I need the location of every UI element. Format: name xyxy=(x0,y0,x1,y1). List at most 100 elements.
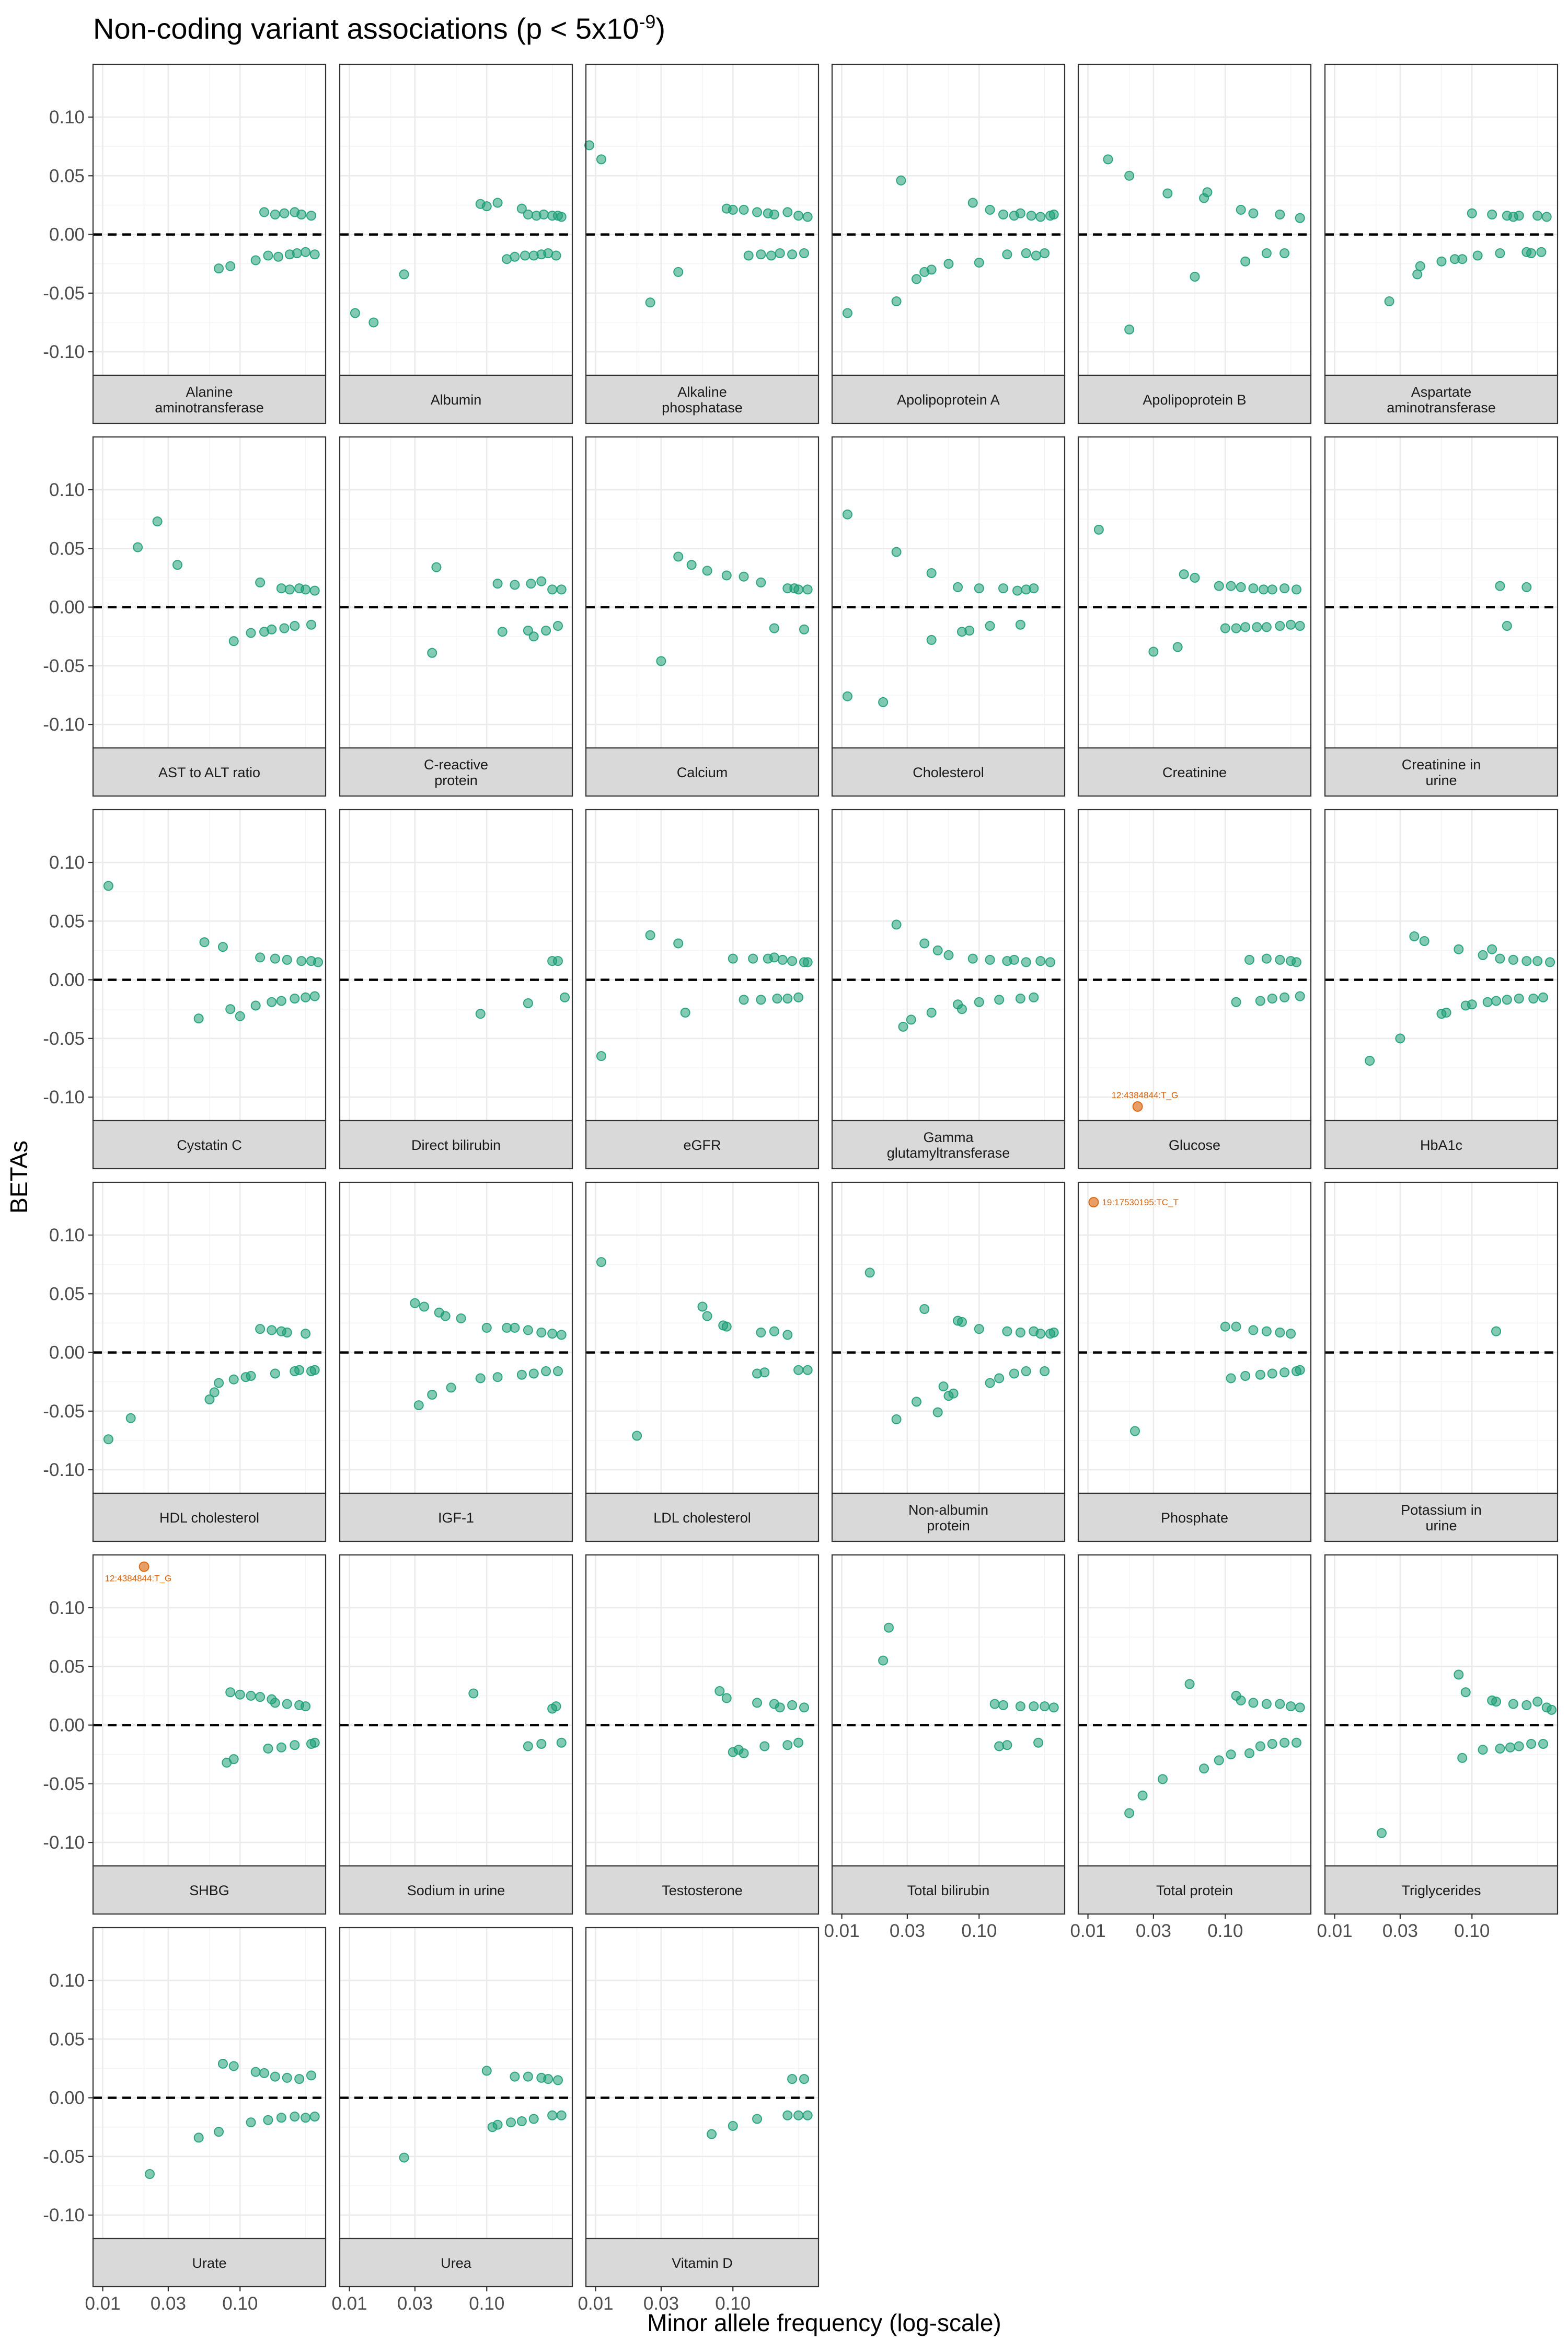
data-point xyxy=(1521,582,1532,592)
data-point xyxy=(1220,623,1230,633)
data-point xyxy=(255,577,266,587)
y-tick-label: 0.00 xyxy=(49,1343,85,1363)
data-point xyxy=(228,1754,239,1765)
data-point xyxy=(1487,209,1497,220)
facet-strip xyxy=(831,747,1066,797)
facet-panel-vitamin-d: Vitamin D 0.01 0.03 0.10 xyxy=(578,1927,820,2314)
facet-panel-ast-to-alt-ratio: AST to ALT ratio 0.10 0.05 0.00 -0.05 -0.10 xyxy=(43,436,327,797)
data-point xyxy=(1248,208,1259,218)
data-point xyxy=(1009,954,1019,965)
data-point xyxy=(1514,993,1524,1004)
facet-strip-label: Testosterone xyxy=(662,1883,743,1898)
data-point xyxy=(1199,1763,1209,1774)
data-point xyxy=(1015,208,1025,218)
data-point xyxy=(255,952,266,963)
y-tick-label: -0.05 xyxy=(43,1401,85,1422)
facet-strip-label-line: Alanine xyxy=(186,384,233,400)
data-point xyxy=(528,1368,539,1379)
facet-strip-label-line: IGF-1 xyxy=(438,1510,474,1526)
data-point xyxy=(1261,1699,1272,1709)
data-point xyxy=(1261,1326,1272,1336)
data-point xyxy=(926,568,937,578)
data-point xyxy=(1457,254,1468,264)
data-point xyxy=(1021,957,1031,967)
facet-panel-aspartate-aminotransferase: Aspartate aminotransferase xyxy=(1324,63,1559,424)
facet-panel-creatinine: Creatinine xyxy=(1077,436,1312,797)
facet-strip xyxy=(585,1120,820,1170)
data-point xyxy=(1124,1808,1135,1818)
data-point xyxy=(246,2117,256,2128)
data-point xyxy=(1130,1426,1140,1436)
facet-strip-label: IGF-1 xyxy=(438,1510,474,1526)
y-tick-label: 0.05 xyxy=(49,2029,85,2049)
data-point xyxy=(145,2169,155,2180)
data-point xyxy=(523,998,533,1008)
facet-strip-label: AST to ALT ratio xyxy=(158,765,260,780)
data-point xyxy=(1220,1321,1230,1332)
data-point xyxy=(516,1369,527,1380)
facet-strip xyxy=(92,1120,327,1170)
facet-strip-label-line: Aspartate xyxy=(1411,384,1472,400)
data-point xyxy=(1002,249,1012,260)
y-tick-label: -0.05 xyxy=(43,1774,85,1794)
data-point xyxy=(528,2114,539,2124)
data-point xyxy=(584,140,595,151)
x-axis-title: Minor allele frequency (log-scale) xyxy=(647,2309,1001,2336)
x-tick-label: 0.10 xyxy=(1207,1921,1243,1941)
data-point xyxy=(263,250,273,261)
data-point xyxy=(756,577,766,587)
data-point xyxy=(284,584,295,595)
facet-strip xyxy=(831,1492,1066,1542)
facet-panel-potassium-in-urine: Potassium in urine xyxy=(1324,1181,1559,1542)
data-point xyxy=(1502,620,1512,631)
data-point xyxy=(926,635,937,645)
data-point xyxy=(932,1407,943,1417)
data-point xyxy=(702,1311,712,1321)
x-tick-label: 0.10 xyxy=(222,2293,258,2314)
data-point xyxy=(721,1693,732,1703)
data-point xyxy=(697,1301,708,1312)
data-point xyxy=(492,198,503,208)
facet-panel-gamma-glutamyltransferase: Gamma glutamyltransferase xyxy=(831,809,1066,1170)
data-point xyxy=(985,1378,995,1388)
data-point xyxy=(1048,209,1059,220)
x-tick-label: 0.01 xyxy=(824,1921,859,1941)
facet-strip xyxy=(831,374,1066,424)
data-point xyxy=(673,938,684,949)
data-point xyxy=(296,209,307,220)
data-point xyxy=(1472,250,1483,261)
y-tick-label: -0.10 xyxy=(43,1460,85,1480)
data-point xyxy=(967,198,978,208)
facet-strip-label-line: Cystatin C xyxy=(177,1137,242,1153)
data-point xyxy=(1384,296,1394,307)
data-point xyxy=(301,247,311,257)
facet-strip-label-line: LDL cholesterol xyxy=(653,1510,751,1526)
data-point xyxy=(368,317,379,328)
facet-strip-label: Cystatin C xyxy=(177,1137,242,1153)
data-point xyxy=(1482,997,1493,1007)
data-point xyxy=(267,997,277,1007)
data-point xyxy=(1536,247,1547,257)
y-tick-label: 0.10 xyxy=(49,107,85,128)
data-point xyxy=(350,308,360,318)
data-point xyxy=(1279,992,1290,1002)
data-point xyxy=(919,938,930,949)
data-point xyxy=(413,1400,424,1411)
data-point xyxy=(456,1313,466,1323)
facet-panel-direct-bilirubin: Direct bilirubin xyxy=(339,809,573,1170)
y-tick-label: 0.00 xyxy=(49,1715,85,1736)
data-point xyxy=(956,1004,967,1014)
facet-strip xyxy=(1077,1492,1312,1542)
facet-strip-label-line: Total protein xyxy=(1156,1883,1233,1898)
data-point xyxy=(721,1321,732,1332)
data-point xyxy=(998,1700,1009,1710)
data-point xyxy=(1495,248,1505,258)
data-point xyxy=(301,584,311,595)
data-point xyxy=(246,1690,256,1701)
data-point xyxy=(301,992,311,1002)
data-point xyxy=(1441,1007,1451,1018)
data-point xyxy=(1377,1828,1387,1838)
facet-panel-igf-1: IGF-1 xyxy=(339,1181,573,1542)
facet-strip-label: Urea xyxy=(441,2255,472,2271)
facet-strip-label-line: Creatinine in xyxy=(1402,757,1481,773)
